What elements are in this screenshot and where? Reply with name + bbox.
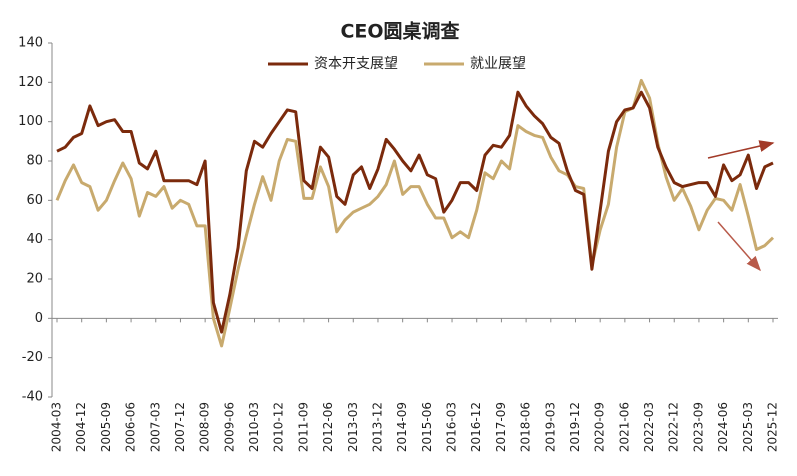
legend: 资本开支展望 就业展望 [268, 56, 526, 72]
x-tick-label: 2019-12 [568, 402, 582, 452]
legend-label: 资本开支展望 [314, 56, 398, 72]
y-tick-label: 140 [18, 36, 43, 51]
x-tick-label: 2015-06 [420, 402, 434, 452]
x-tick-label: 2006-06 [124, 402, 138, 452]
x-tick-label: 2010-12 [272, 402, 286, 452]
x-tick-label: 2024-06 [716, 402, 730, 452]
chart-title: CEO圆桌调查 [340, 20, 460, 43]
y-tick-label: 20 [26, 272, 43, 287]
y-tick-label: 80 [26, 154, 43, 169]
trend-arrow [707, 140, 775, 159]
x-tick-label: 2020-09 [593, 402, 607, 452]
series-line [56, 90, 774, 334]
x-tick-label: 2009-06 [222, 402, 236, 452]
x-tick-label: 2022-03 [642, 402, 656, 452]
x-tick-label: 2016-12 [469, 402, 483, 452]
y-tick-label: 40 [26, 232, 43, 247]
x-tick-label: 2021-06 [617, 402, 631, 452]
x-tick-label: 2025-12 [766, 402, 780, 452]
x-tick-label: 2018-06 [519, 402, 533, 452]
x-tick-label: 2016-03 [445, 402, 459, 452]
x-tick-label: 2008-09 [198, 402, 212, 452]
x-tick-label: 2025-03 [741, 402, 755, 452]
y-tick-label: 0 [35, 311, 43, 326]
x-tick-label: 2013-03 [346, 402, 360, 452]
x-tick-label: 2012-06 [321, 402, 335, 452]
y-tick-label: -20 [22, 350, 43, 365]
x-tick-label: 2004-12 [74, 402, 88, 452]
x-tick-label: 2017-09 [494, 402, 508, 452]
y-tick-label: 60 [26, 193, 43, 208]
y-tick-label: 120 [18, 75, 43, 90]
y-tick-label: 100 [18, 114, 43, 129]
x-tick-label: 2010-03 [247, 402, 261, 452]
series-line [55, 78, 775, 348]
x-tick-label: 2005-09 [99, 402, 113, 452]
x-tick-label: 2011-09 [296, 402, 310, 452]
legend-label: 就业展望 [470, 56, 526, 72]
x-tick-label: 2014-09 [395, 402, 409, 452]
x-tick-label: 2007-03 [148, 402, 162, 452]
x-tick-label: 2023-09 [691, 402, 705, 452]
x-tick-label: 2007-12 [173, 402, 187, 452]
y-tick-label: -40 [22, 390, 43, 405]
x-tick-label: 2019-03 [543, 402, 557, 452]
trend-arrow [717, 221, 761, 272]
x-tick-label: 2004-03 [50, 402, 64, 452]
x-tick-label: 2022-12 [667, 402, 681, 452]
x-tick-label: 2013-12 [370, 402, 384, 452]
